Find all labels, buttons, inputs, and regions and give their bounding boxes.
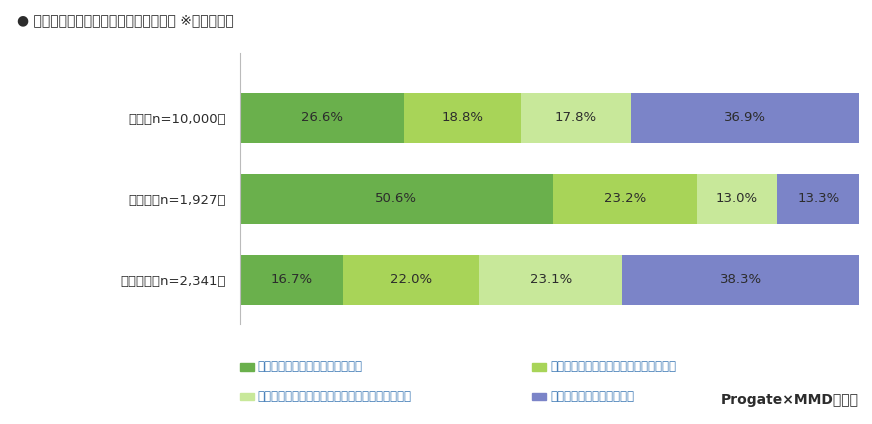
Text: 38.3%: 38.3% xyxy=(720,273,762,286)
Text: 36.9%: 36.9% xyxy=(725,112,766,124)
Text: 13.0%: 13.0% xyxy=(716,192,758,205)
Text: 26.6%: 26.6% xyxy=(301,112,344,124)
Text: 23.1%: 23.1% xyxy=(530,273,572,286)
Text: 22.0%: 22.0% xyxy=(391,273,433,286)
Text: デジタル化を積極的に進めている: デジタル化を積極的に進めている xyxy=(258,360,363,373)
Text: 23.2%: 23.2% xyxy=(603,192,646,205)
Text: 18.8%: 18.8% xyxy=(442,112,484,124)
Bar xyxy=(777,174,860,224)
Text: デジタル化を進めることを検討している: デジタル化を進めることを検討している xyxy=(550,360,676,373)
Bar xyxy=(697,174,777,224)
Bar xyxy=(240,174,553,224)
Text: 17.8%: 17.8% xyxy=(555,112,597,124)
Text: ● 勤めている企業のデジタル化について ※企業規模別: ● 勤めている企業のデジタル化について ※企業規模別 xyxy=(17,13,235,27)
Bar xyxy=(521,93,631,143)
Text: 50.6%: 50.6% xyxy=(376,192,418,205)
Text: デジタル化を推進したいが、実行に移せていない: デジタル化を推進したいが、実行に移せていない xyxy=(258,390,412,402)
Bar xyxy=(344,255,480,305)
Text: 13.3%: 13.3% xyxy=(797,192,840,205)
Bar xyxy=(405,93,521,143)
Bar xyxy=(240,255,344,305)
Bar xyxy=(240,93,405,143)
Bar xyxy=(631,93,860,143)
Text: デジタル化は現状必要ない: デジタル化は現状必要ない xyxy=(550,390,634,402)
Text: Progate×MMD研究所: Progate×MMD研究所 xyxy=(721,393,859,407)
Bar xyxy=(480,255,623,305)
Bar xyxy=(623,255,860,305)
Bar xyxy=(553,174,697,224)
Text: 16.7%: 16.7% xyxy=(270,273,312,286)
